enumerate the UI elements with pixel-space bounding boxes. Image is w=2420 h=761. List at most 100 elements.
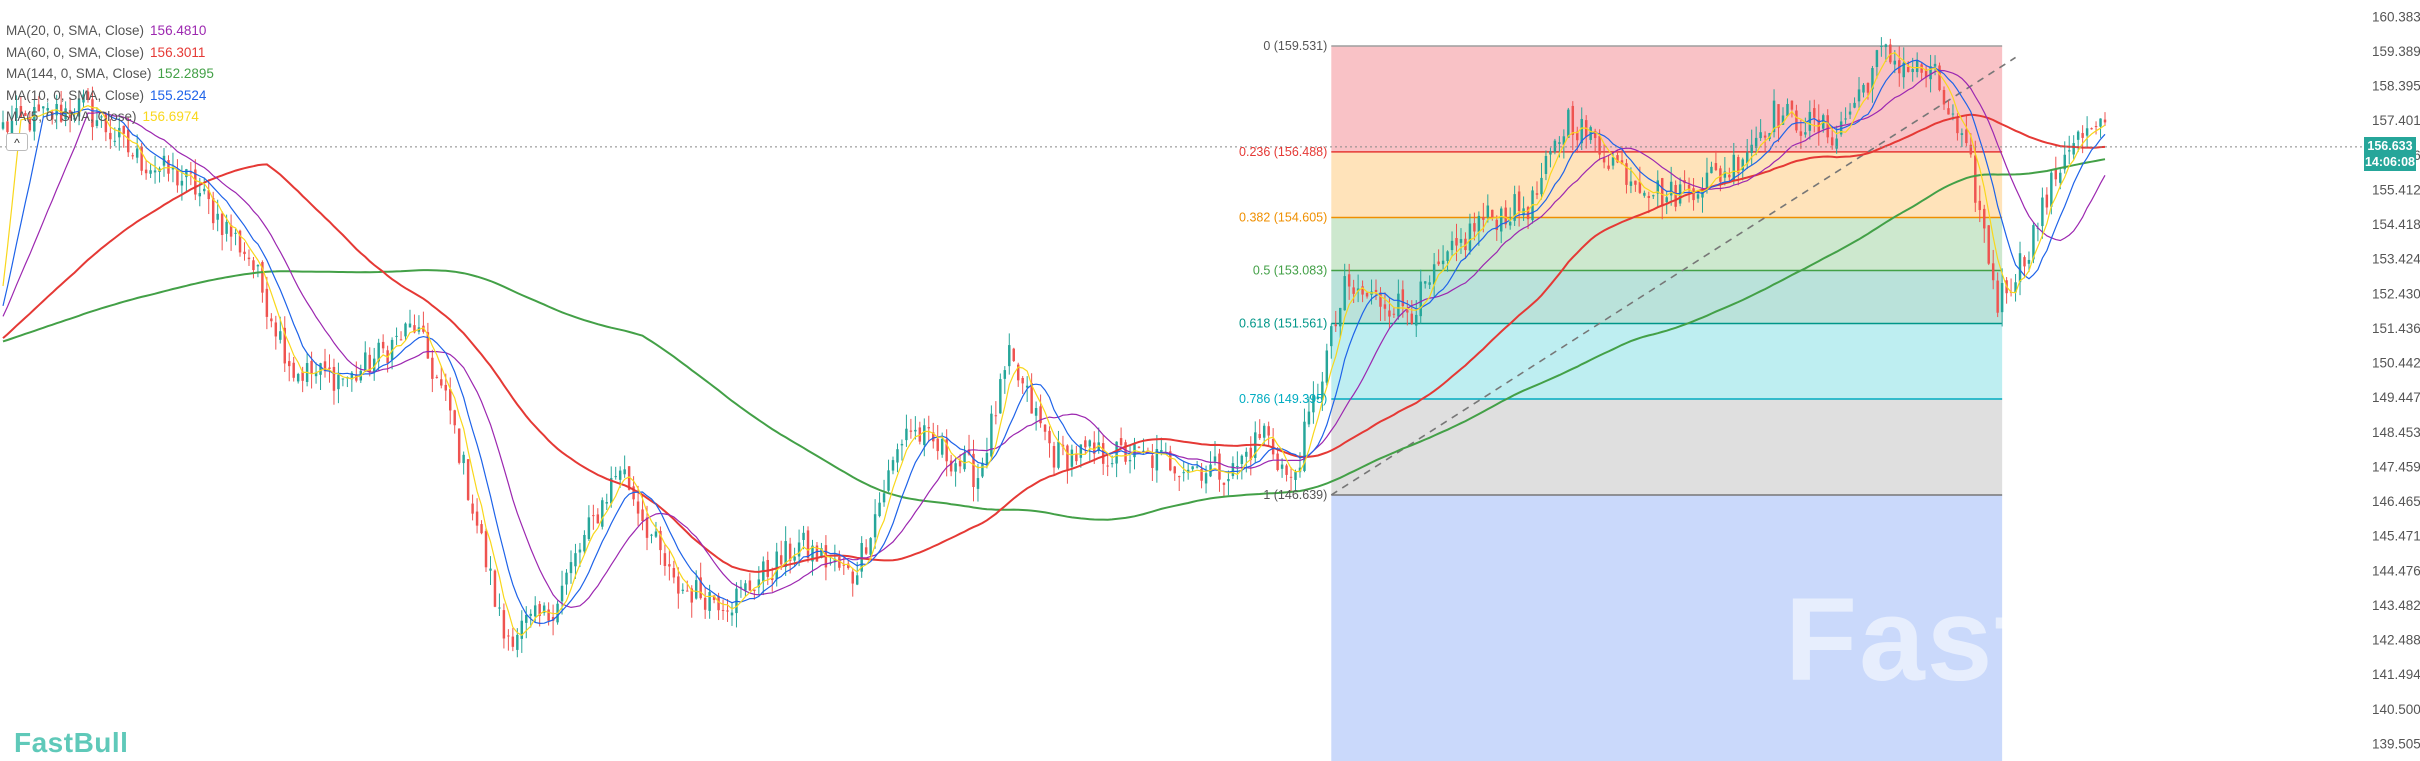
candle-body bbox=[994, 415, 998, 417]
price-tick-label: 145.471 bbox=[2372, 529, 2420, 544]
candle-body bbox=[1714, 163, 1718, 171]
candle-body bbox=[2023, 257, 2026, 267]
legend-ma20[interactable]: MA(20, 0, SMA, Close) 156.4810 bbox=[6, 23, 207, 38]
price-axis[interactable]: 160.383159.389158.395157.401156.406155.4… bbox=[2362, 0, 2420, 761]
candle-body bbox=[167, 160, 170, 174]
candle-body bbox=[1732, 154, 1736, 182]
candle-body bbox=[404, 323, 407, 337]
legend-ma5-value: 156.6974 bbox=[142, 109, 199, 124]
candle-body bbox=[220, 213, 224, 236]
candle-body bbox=[1294, 472, 1297, 480]
candle-body bbox=[1423, 281, 1427, 284]
candle-body bbox=[677, 576, 680, 594]
candle-body bbox=[538, 604, 541, 617]
candle-body bbox=[1808, 111, 1812, 131]
candle-body bbox=[1665, 197, 1668, 203]
candle-body bbox=[1312, 395, 1315, 413]
legend-ma60[interactable]: MA(60, 0, SMA, Close) 156.3011 bbox=[6, 44, 206, 60]
candle-body bbox=[1500, 208, 1503, 232]
trend-line-segment[interactable] bbox=[1330, 56, 2016, 496]
candle-body bbox=[1813, 108, 1816, 118]
candle-body bbox=[287, 361, 291, 367]
candle-body bbox=[511, 636, 515, 647]
candle-body bbox=[1276, 453, 1279, 470]
candle-body bbox=[1777, 104, 1780, 128]
candle-body bbox=[1491, 209, 1494, 218]
candle-body bbox=[1012, 348, 1015, 361]
candle-body bbox=[1258, 434, 1261, 439]
candle-body bbox=[243, 251, 246, 255]
collapse-legend-button[interactable]: ^ bbox=[6, 133, 28, 151]
candle-body bbox=[1652, 195, 1655, 197]
candle-body bbox=[2027, 259, 2031, 264]
candle-body bbox=[744, 583, 747, 591]
candle-body bbox=[180, 180, 184, 186]
candle-body bbox=[2018, 253, 2022, 283]
candle-body bbox=[149, 170, 152, 174]
candle-body bbox=[529, 613, 532, 616]
legend-ma20-value: 156.4810 bbox=[150, 23, 207, 38]
candle-body bbox=[24, 113, 27, 116]
candle-body bbox=[1741, 159, 1744, 171]
candle-body bbox=[1687, 184, 1691, 190]
candle-body bbox=[1853, 102, 1856, 108]
candle-body bbox=[1303, 421, 1306, 471]
candle-body bbox=[708, 592, 711, 611]
candle-body bbox=[1330, 326, 1333, 347]
candle-body bbox=[882, 493, 886, 503]
candle-body bbox=[1669, 181, 1673, 196]
candle-body bbox=[1025, 385, 1029, 388]
fibonacci-retracement[interactable] bbox=[1331, 45, 2003, 761]
candle-body bbox=[699, 577, 702, 599]
candle-body bbox=[59, 104, 63, 122]
candle-body bbox=[668, 564, 671, 567]
candle-body bbox=[574, 553, 577, 567]
candle-body bbox=[1661, 178, 1664, 207]
candle-body bbox=[2045, 194, 2049, 208]
candle-body bbox=[1911, 69, 1914, 73]
candle-body bbox=[144, 169, 148, 174]
candle-body bbox=[457, 428, 461, 463]
candle-body bbox=[104, 113, 108, 133]
candle-body bbox=[1696, 194, 1700, 199]
candle-body bbox=[793, 556, 796, 561]
candle-body bbox=[1647, 195, 1651, 198]
candle-body bbox=[1468, 223, 1472, 251]
candle-body bbox=[449, 389, 452, 411]
candle-body bbox=[33, 106, 36, 132]
candle-body bbox=[1365, 292, 1369, 297]
candle-body bbox=[900, 443, 904, 446]
candle-body bbox=[350, 372, 354, 380]
candle-body bbox=[923, 425, 926, 445]
candle-body bbox=[1535, 193, 1539, 195]
candle-body bbox=[292, 362, 295, 378]
candle-body bbox=[1043, 424, 1047, 432]
candle-body bbox=[516, 634, 519, 650]
ma-line-20 bbox=[2, 69, 2106, 609]
candle-body bbox=[896, 449, 899, 463]
candle-body bbox=[1464, 238, 1467, 251]
trend-line[interactable] bbox=[1330, 56, 2016, 496]
candle-body bbox=[435, 376, 439, 378]
candle-body bbox=[1383, 304, 1387, 309]
candle-body bbox=[498, 607, 501, 609]
candle-body bbox=[1848, 111, 1852, 115]
candle-body bbox=[1410, 313, 1414, 324]
candle-body bbox=[999, 379, 1002, 414]
legend-ma144[interactable]: MA(144, 0, SMA, Close) 152.2895 bbox=[6, 66, 214, 81]
legend-ma5[interactable]: MA(5, 0, SMA, Close) 156.6974 bbox=[6, 109, 199, 124]
candle-body bbox=[1835, 138, 1838, 149]
legend-ma10[interactable]: MA(10, 0, SMA, Close) 155.2524 bbox=[6, 87, 207, 103]
candle-body bbox=[1039, 406, 1042, 424]
candle-body bbox=[784, 541, 787, 567]
candle-body bbox=[1638, 181, 1642, 193]
candle-body bbox=[1169, 451, 1172, 471]
fib-zone-1 bbox=[1331, 494, 2003, 761]
candle-body bbox=[1397, 293, 1400, 317]
candle-body bbox=[601, 500, 604, 527]
candle-body bbox=[686, 590, 689, 592]
candle-body bbox=[216, 213, 219, 220]
candle-body bbox=[126, 129, 130, 153]
candle-body bbox=[730, 612, 734, 616]
